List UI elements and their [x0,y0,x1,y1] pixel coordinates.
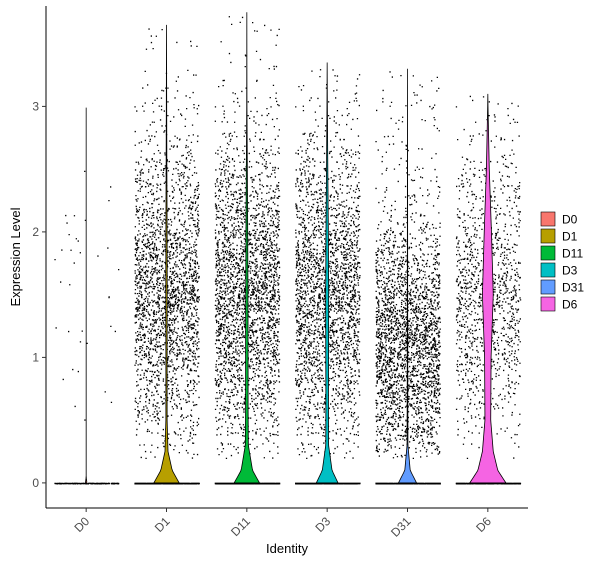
legend-key-d6 [540,296,556,312]
y-tick-label: 2 [32,225,39,239]
violins [84,12,507,484]
point-cloud [54,170,120,485]
point-cloud [214,16,281,485]
y-tick-label: 0 [32,476,39,490]
legend-label-d11: D11 [562,247,583,261]
legend-label-d6: D6 [562,298,578,312]
legend-label-d3: D3 [562,264,578,278]
violin-d1 [153,24,180,484]
x-tick-label-d11: D11 [228,514,253,539]
legend-key-d11 [540,245,556,261]
legend-label-d1: D1 [562,230,578,244]
violin-d3 [315,62,339,484]
legend-key-d3 [540,262,556,278]
violin-d31 [397,68,418,484]
y-tick-label: 1 [32,350,39,364]
legend-label-d0: D0 [562,213,578,227]
legend-key-d0 [540,211,556,227]
legend: D0 D1 D11 D3 D31 D6 [540,211,584,312]
legend-label-d31: D31 [562,281,584,295]
x-tick-label-d0: D0 [72,514,93,535]
jitter-points [54,16,522,485]
violin-d11 [233,12,261,484]
y-axis-title: Expression Level [8,207,23,306]
x-tick-label-d31: D31 [388,514,414,540]
points-d0 [54,170,120,485]
x-ticks: D0 D1 D11 D3 D31 D6 [72,508,494,540]
legend-key-d31 [540,279,556,295]
points-d11 [214,16,281,485]
x-tick-label-d1: D1 [152,514,173,535]
axes [45,6,528,509]
y-tick-label: 3 [32,99,39,113]
x-tick-label-d6: D6 [473,514,494,535]
violin-d0 [84,107,88,484]
points-d1 [134,28,200,485]
x-tick-label-d3: D3 [313,514,334,535]
point-cloud [134,28,200,485]
legend-key-d1 [540,228,556,244]
violin-d6 [469,93,507,484]
y-ticks: 0 1 2 3 [32,99,46,490]
x-axis-title: Identity [266,541,308,556]
